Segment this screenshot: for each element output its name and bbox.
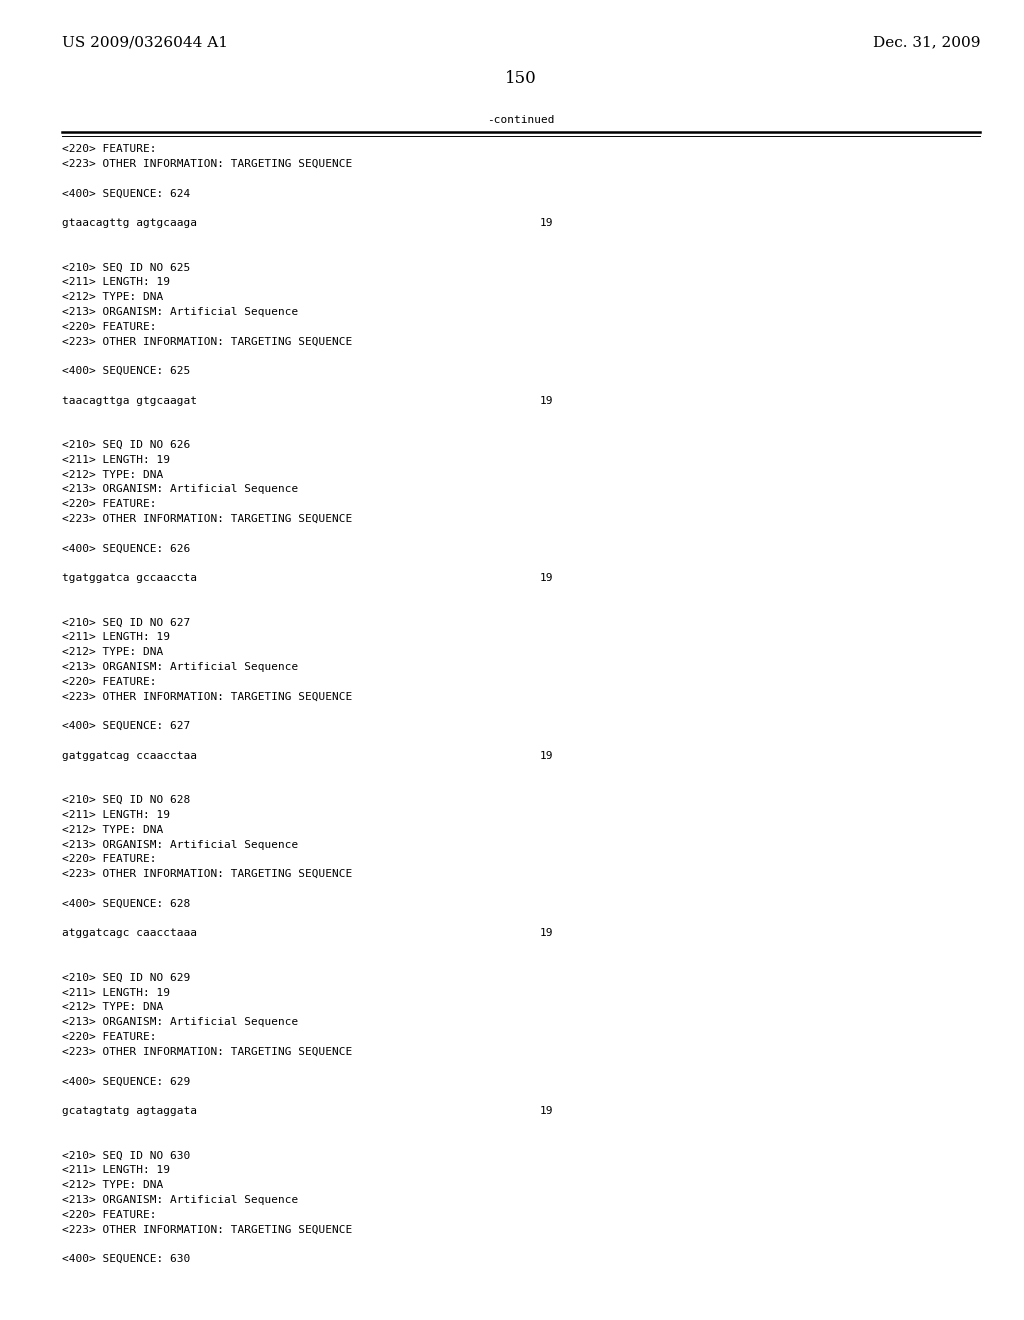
Text: gtaacagttg agtgcaaga: gtaacagttg agtgcaaga — [62, 218, 197, 228]
Text: <400> SEQUENCE: 627: <400> SEQUENCE: 627 — [62, 721, 190, 731]
Text: <220> FEATURE:: <220> FEATURE: — [62, 144, 157, 154]
Text: <211> LENGTH: 19: <211> LENGTH: 19 — [62, 455, 170, 465]
Text: <210> SEQ ID NO 629: <210> SEQ ID NO 629 — [62, 973, 190, 983]
Text: <220> FEATURE:: <220> FEATURE: — [62, 1032, 157, 1041]
Text: <211> LENGTH: 19: <211> LENGTH: 19 — [62, 810, 170, 820]
Text: tgatggatca gccaaccta: tgatggatca gccaaccta — [62, 573, 197, 583]
Text: <213> ORGANISM: Artificial Sequence: <213> ORGANISM: Artificial Sequence — [62, 1195, 298, 1205]
Text: <210> SEQ ID NO 627: <210> SEQ ID NO 627 — [62, 618, 190, 627]
Text: <212> TYPE: DNA: <212> TYPE: DNA — [62, 825, 163, 834]
Text: <400> SEQUENCE: 625: <400> SEQUENCE: 625 — [62, 366, 190, 376]
Text: atggatcagc caacctaaa: atggatcagc caacctaaa — [62, 928, 197, 939]
Text: <220> FEATURE:: <220> FEATURE: — [62, 854, 157, 865]
Text: Dec. 31, 2009: Dec. 31, 2009 — [872, 36, 980, 49]
Text: <220> FEATURE:: <220> FEATURE: — [62, 1209, 157, 1220]
Text: <213> ORGANISM: Artificial Sequence: <213> ORGANISM: Artificial Sequence — [62, 840, 298, 850]
Text: <400> SEQUENCE: 626: <400> SEQUENCE: 626 — [62, 544, 190, 553]
Text: <212> TYPE: DNA: <212> TYPE: DNA — [62, 647, 163, 657]
Text: <223> OTHER INFORMATION: TARGETING SEQUENCE: <223> OTHER INFORMATION: TARGETING SEQUE… — [62, 692, 352, 702]
Text: 19: 19 — [540, 928, 554, 939]
Text: 19: 19 — [540, 1106, 554, 1115]
Text: 19: 19 — [540, 218, 554, 228]
Text: <400> SEQUENCE: 629: <400> SEQUENCE: 629 — [62, 1076, 190, 1086]
Text: <220> FEATURE:: <220> FEATURE: — [62, 677, 157, 686]
Text: <210> SEQ ID NO 630: <210> SEQ ID NO 630 — [62, 1151, 190, 1160]
Text: 19: 19 — [540, 751, 554, 760]
Text: <223> OTHER INFORMATION: TARGETING SEQUENCE: <223> OTHER INFORMATION: TARGETING SEQUE… — [62, 513, 352, 524]
Text: <210> SEQ ID NO 626: <210> SEQ ID NO 626 — [62, 440, 190, 450]
Text: -continued: -continued — [487, 115, 555, 125]
Text: <223> OTHER INFORMATION: TARGETING SEQUENCE: <223> OTHER INFORMATION: TARGETING SEQUE… — [62, 1225, 352, 1234]
Text: 150: 150 — [505, 70, 537, 87]
Text: <400> SEQUENCE: 628: <400> SEQUENCE: 628 — [62, 899, 190, 908]
Text: <400> SEQUENCE: 624: <400> SEQUENCE: 624 — [62, 189, 190, 198]
Text: <213> ORGANISM: Artificial Sequence: <213> ORGANISM: Artificial Sequence — [62, 306, 298, 317]
Text: 19: 19 — [540, 573, 554, 583]
Text: 19: 19 — [540, 396, 554, 405]
Text: <211> LENGTH: 19: <211> LENGTH: 19 — [62, 1166, 170, 1175]
Text: <210> SEQ ID NO 628: <210> SEQ ID NO 628 — [62, 795, 190, 805]
Text: <400> SEQUENCE: 630: <400> SEQUENCE: 630 — [62, 1254, 190, 1265]
Text: <213> ORGANISM: Artificial Sequence: <213> ORGANISM: Artificial Sequence — [62, 663, 298, 672]
Text: <223> OTHER INFORMATION: TARGETING SEQUENCE: <223> OTHER INFORMATION: TARGETING SEQUE… — [62, 869, 352, 879]
Text: <220> FEATURE:: <220> FEATURE: — [62, 499, 157, 510]
Text: US 2009/0326044 A1: US 2009/0326044 A1 — [62, 36, 228, 49]
Text: <212> TYPE: DNA: <212> TYPE: DNA — [62, 1180, 163, 1191]
Text: <211> LENGTH: 19: <211> LENGTH: 19 — [62, 632, 170, 643]
Text: gcatagtatg agtaggata: gcatagtatg agtaggata — [62, 1106, 197, 1115]
Text: taacagttga gtgcaagat: taacagttga gtgcaagat — [62, 396, 197, 405]
Text: <223> OTHER INFORMATION: TARGETING SEQUENCE: <223> OTHER INFORMATION: TARGETING SEQUE… — [62, 158, 352, 169]
Text: <220> FEATURE:: <220> FEATURE: — [62, 322, 157, 331]
Text: <212> TYPE: DNA: <212> TYPE: DNA — [62, 292, 163, 302]
Text: <223> OTHER INFORMATION: TARGETING SEQUENCE: <223> OTHER INFORMATION: TARGETING SEQUE… — [62, 337, 352, 346]
Text: <211> LENGTH: 19: <211> LENGTH: 19 — [62, 277, 170, 288]
Text: <213> ORGANISM: Artificial Sequence: <213> ORGANISM: Artificial Sequence — [62, 1018, 298, 1027]
Text: <211> LENGTH: 19: <211> LENGTH: 19 — [62, 987, 170, 998]
Text: <212> TYPE: DNA: <212> TYPE: DNA — [62, 1002, 163, 1012]
Text: <212> TYPE: DNA: <212> TYPE: DNA — [62, 470, 163, 479]
Text: <213> ORGANISM: Artificial Sequence: <213> ORGANISM: Artificial Sequence — [62, 484, 298, 495]
Text: <223> OTHER INFORMATION: TARGETING SEQUENCE: <223> OTHER INFORMATION: TARGETING SEQUE… — [62, 1047, 352, 1057]
Text: gatggatcag ccaacctaa: gatggatcag ccaacctaa — [62, 751, 197, 760]
Text: <210> SEQ ID NO 625: <210> SEQ ID NO 625 — [62, 263, 190, 272]
